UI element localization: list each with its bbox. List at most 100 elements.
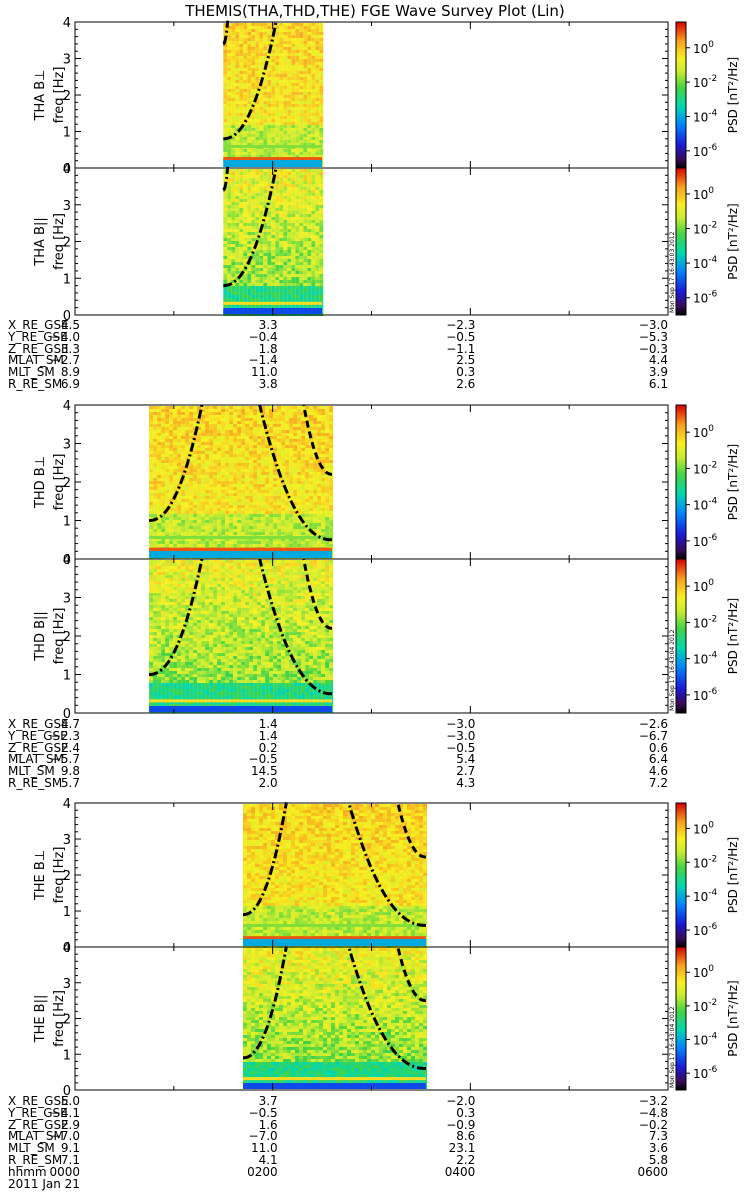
- colorbar-label: PSD [nT²/Hz]: [726, 57, 740, 133]
- colorbar-tick-label: 100: [693, 40, 714, 56]
- thd-perp-spectrogram: [149, 406, 334, 559]
- y-tick-label: 0: [63, 553, 71, 568]
- thd-freq-axis-label: freq [Hz]: [52, 454, 67, 511]
- ephemeris-value: −7.0: [248, 1129, 278, 1144]
- ephemeris-row-label: X_RE_GSE: [8, 1094, 69, 1108]
- time-tick-label: 0400: [444, 1164, 476, 1179]
- the-cyclotron-curve-2: [396, 801, 426, 859]
- colorbar-label: PSD [nT²/Hz]: [726, 444, 740, 520]
- y-tick-label: 1: [63, 126, 71, 141]
- tha-cyclotron-curve-1: [222, 166, 230, 192]
- tha-freq-axis-label: freq [Hz]: [52, 213, 67, 270]
- thd-cyclotron-curve-2: [302, 405, 332, 476]
- colorbar-tick-label: 100: [693, 186, 714, 202]
- tha-freq-axis-label: freq [Hz]: [52, 67, 67, 124]
- colorbar-label: PSD [nT²/Hz]: [726, 203, 740, 279]
- ephemeris-value: −3.0: [446, 717, 476, 731]
- colorbar-label: PSD [nT²/Hz]: [726, 980, 740, 1056]
- ephemeris-value: −0.2: [638, 1117, 668, 1132]
- ephemeris-row-label: MLAT_SM: [8, 1129, 64, 1144]
- y-tick-label: 1: [63, 669, 71, 684]
- ephemeris-value: 3.8: [258, 377, 278, 391]
- tha-colorbar: [675, 167, 687, 316]
- colorbar-tick-label: 10-4: [693, 255, 718, 271]
- timestamp-stamp: Mon Sep 17 16:43:04 2012: [669, 1006, 676, 1088]
- colorbar-tick-label: 10-4: [693, 1032, 718, 1048]
- ephemeris-value: 0.6: [648, 740, 668, 755]
- the-freq-axis-label: freq [Hz]: [52, 990, 67, 1047]
- ephemeris-value: −0.3: [638, 341, 668, 356]
- ephemeris-value: −0.5: [248, 752, 278, 767]
- the-panel-label: THE B⊥: [33, 850, 48, 901]
- colorbar-tick-label: 10-2: [693, 614, 717, 630]
- ephemeris-value: 1.4: [258, 728, 278, 743]
- y-tick-label: 4: [63, 797, 71, 812]
- y-tick-label: 2: [63, 1013, 71, 1028]
- ephemeris-value: −3.2: [638, 1094, 668, 1108]
- ephemeris-value: −3.0: [446, 728, 476, 743]
- ephemeris-row-label: X_RE_GSE: [8, 318, 69, 332]
- plot-title: THEMIS(THA,THD,THE) FGE Wave Survey Plot…: [185, 2, 565, 20]
- tha-cyclotron-curve-1: [222, 20, 230, 46]
- the-colorbar: [675, 946, 687, 1091]
- ephemeris-value: −5.7: [50, 752, 80, 767]
- ephemeris-value: −0.5: [446, 740, 476, 755]
- y-tick-label: 2: [63, 89, 71, 104]
- y-tick-label: 3: [63, 833, 71, 848]
- y-tick-label: 3: [63, 592, 71, 607]
- ephemeris-value: 11.0: [250, 1141, 278, 1156]
- ephemeris-value: 3.3: [258, 318, 278, 332]
- y-tick-label: 4: [63, 399, 71, 414]
- ephemeris-value: −7.0: [50, 1129, 80, 1144]
- ephemeris-value: 7.3: [648, 1129, 668, 1144]
- the-cyclotron-curve-2: [396, 945, 426, 1003]
- colorbar-tick-label: 10-6: [693, 1065, 718, 1081]
- colorbar-tick-label: 10-4: [693, 497, 718, 513]
- ephemeris-value: 5.8: [648, 1153, 668, 1167]
- ephemeris-value: 0.3: [456, 1105, 476, 1120]
- ephemeris-value: 2.9: [60, 1117, 80, 1132]
- y-tick-label: 0: [63, 941, 71, 956]
- thd-cyclotron-curve-0: [149, 403, 204, 522]
- ephemeris-value: 7.2: [648, 776, 668, 790]
- ephemeris-value: 6.4: [648, 752, 668, 767]
- ephemeris-value: 2.5: [456, 353, 476, 368]
- ephemeris-value: 14.5: [250, 764, 278, 779]
- time-axis-labels: hhmm 2011 Jan 21 0000 0200 0400 0600: [0, 1164, 750, 1191]
- y-tick-label: 3: [63, 977, 71, 992]
- colorbar-tick-label: 10-6: [693, 687, 718, 703]
- ephemeris-value: 2.7: [456, 764, 476, 779]
- y-tick-label: 4: [63, 162, 71, 177]
- colorbar-tick-label: 10-2: [693, 998, 717, 1014]
- time-axis-label: hhmm: [8, 1164, 47, 1179]
- date-label: 2011 Jan 21: [8, 1176, 80, 1191]
- colorbar-tick-label: 10-6: [693, 143, 718, 159]
- ephemeris-row-label: Z_RE_GSE: [8, 341, 69, 356]
- thd-ephemeris-table: X_RE_GSE 4.7 1.4 −3.0 −2.6 Y_RE_GSE −2.3 1.4 −3.…: [0, 717, 750, 790]
- tha-panel-0-frame: [74, 21, 669, 169]
- tha-panel-label: THA B||: [33, 217, 48, 266]
- ephemeris-value: 3.9: [648, 365, 668, 380]
- ephemeris-value: 4.4: [648, 353, 668, 368]
- thd-cyclotron-curve-1: [258, 558, 333, 696]
- ephemeris-value: 6.1: [648, 377, 668, 391]
- ephemeris-value: 9.8: [60, 764, 80, 779]
- ephemeris-value: −4.1: [50, 1105, 80, 1120]
- thd-panel-label: THD B||: [33, 611, 48, 662]
- ephemeris-value: −3.0: [638, 318, 668, 332]
- ephemeris-row-label: MLT_SM: [8, 365, 55, 380]
- y-tick-label: 2: [63, 236, 71, 251]
- ephemeris-value: −6.7: [638, 728, 668, 743]
- tha-perp-spectrogram: [223, 23, 324, 167]
- ephemeris-value: −2.0: [446, 1094, 476, 1108]
- tha-par-spectrogram: [223, 169, 324, 316]
- time-tick-label: 0200: [247, 1164, 278, 1179]
- the-cyclotron-curve-1: [347, 946, 426, 1070]
- ephemeris-value: −5.3: [638, 329, 668, 344]
- ephemeris-row-label: MLT_SM: [8, 764, 55, 779]
- time-tick-label: 0600: [637, 1164, 668, 1179]
- y-tick-label: 4: [63, 941, 71, 956]
- ephemeris-value: 11.0: [250, 365, 278, 380]
- tha-panel-1-frame: [74, 167, 669, 316]
- timestamp-stamp: Mon Sep 17 16:43:03 2012: [669, 231, 676, 313]
